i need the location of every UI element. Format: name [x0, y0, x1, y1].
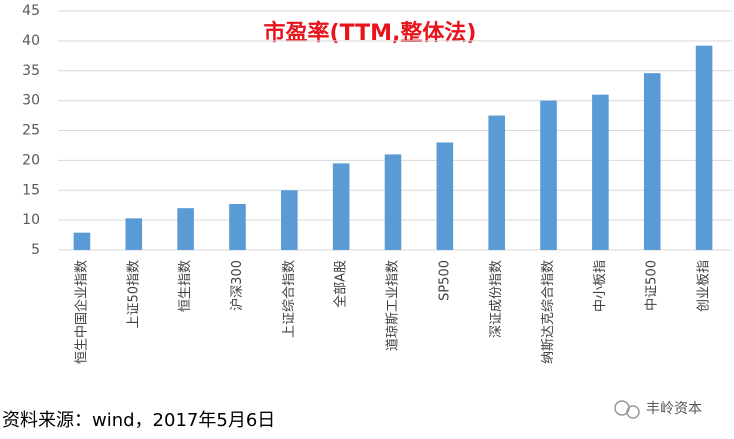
y-tick-label: 35	[22, 63, 40, 79]
x-tick-label: 中小板指	[593, 260, 608, 312]
bar	[73, 232, 91, 250]
bar	[695, 45, 713, 250]
watermark: 丰岭资本	[646, 401, 702, 417]
x-tick-label: 恒生指数	[178, 260, 193, 312]
bar	[592, 94, 609, 251]
bar	[332, 163, 350, 250]
y-tick-label: 5	[31, 242, 40, 258]
y-tick-label: 45	[22, 3, 40, 19]
x-tick-label: 上证50指数	[126, 260, 141, 329]
y-tick-label: 30	[22, 93, 40, 109]
chart-title: 市盈率(TTM,整体法)	[264, 20, 477, 46]
x-tick-label: 道琼斯工业指数	[386, 260, 401, 351]
bar	[436, 142, 454, 250]
x-tick-label: SP500	[437, 260, 452, 301]
bar	[488, 115, 505, 250]
y-tick-label: 10	[22, 212, 40, 228]
x-tick-label: 中证500	[645, 260, 660, 311]
bar	[229, 203, 246, 250]
bar	[281, 190, 298, 250]
source-note: 资料来源：wind，2017年5月6日	[2, 410, 275, 431]
y-tick-label: 25	[22, 123, 40, 139]
x-tick-label: 纳斯达克综合指数	[541, 260, 556, 364]
x-tick-label: 全部A股	[333, 260, 349, 308]
x-tick-label: 沪深300	[229, 260, 245, 311]
y-tick-label: 40	[22, 33, 40, 49]
x-tick-label: 深证成份指数	[489, 260, 504, 338]
x-tick-label: 恒生中国企业指数	[73, 260, 89, 364]
bar	[540, 100, 557, 250]
x-tick-label: 创业板指	[697, 260, 712, 312]
bar	[384, 154, 402, 250]
x-tick-label: 上证综合指数	[282, 260, 297, 338]
y-tick-label: 20	[22, 152, 40, 168]
y-tick-label: 15	[22, 182, 40, 198]
bar	[643, 73, 661, 250]
bar	[125, 218, 143, 250]
bar	[177, 208, 194, 250]
watermark-icon	[614, 400, 640, 419]
